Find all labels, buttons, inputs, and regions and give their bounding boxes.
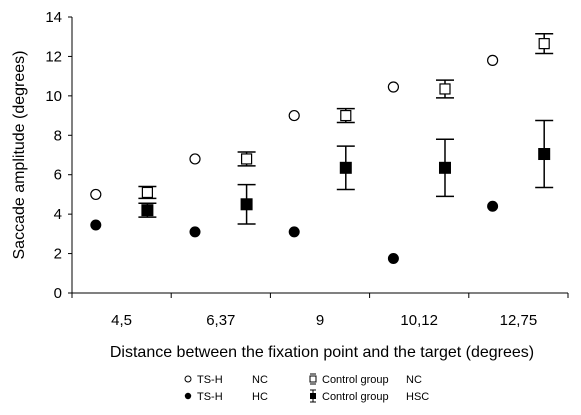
data-point	[288, 226, 300, 238]
legend-label: Control group	[322, 391, 389, 403]
data-point	[387, 81, 400, 93]
data-point	[340, 109, 352, 122]
data-point	[339, 161, 352, 174]
data-point	[487, 200, 499, 212]
x-tick-label: 6,37	[206, 312, 235, 329]
x-ticks: 4,5 6,37 9 10,12 12,75	[71, 293, 569, 329]
legend-label-group: HC	[252, 391, 268, 403]
data-point	[141, 204, 154, 217]
x-axis-title: Distance between the fixation point and …	[110, 344, 534, 361]
legend-marker	[184, 392, 192, 400]
y-tick-label: 12	[45, 48, 62, 65]
data-point	[439, 83, 451, 95]
legend-label-group: HSC	[406, 391, 429, 403]
data-point	[189, 153, 201, 165]
y-ticks: 0 2 4 6 8 10 12 14	[45, 9, 72, 302]
data-point	[438, 161, 451, 174]
data-point	[288, 109, 300, 122]
legend-marker	[310, 393, 316, 399]
data-point	[141, 186, 153, 199]
y-tick-label: 0	[54, 285, 62, 302]
legend: TS-H NC Control group NC TS-H HC Control group…	[184, 373, 429, 403]
x-tick-label: 9	[316, 312, 324, 329]
y-tick-label: 8	[54, 127, 62, 144]
chart-marks	[90, 33, 554, 264]
data-point	[240, 153, 253, 165]
data-point	[90, 188, 102, 201]
data-point	[538, 38, 550, 50]
data-point	[387, 253, 399, 264]
data-point	[189, 226, 201, 238]
legend-marker	[309, 375, 317, 383]
y-tick-label: 2	[54, 246, 62, 263]
legend-label: Control group	[322, 374, 389, 386]
legend-label-group: NC	[406, 374, 422, 386]
y-tick-label: 4	[54, 206, 62, 223]
y-axis-title: Saccade amplitude (degrees)	[11, 50, 28, 259]
legend-label: TS-H	[197, 391, 223, 403]
legend-marker	[184, 375, 192, 383]
y-tick-label: 14	[45, 9, 62, 26]
data-point	[90, 219, 102, 231]
x-tick-label: 10,12	[400, 312, 438, 329]
legend-label: TS-H	[197, 374, 223, 386]
y-tick-label: 10	[45, 88, 62, 105]
y-tick-label: 6	[54, 167, 62, 184]
x-tick-label: 4,5	[111, 312, 132, 329]
data-point	[538, 148, 551, 161]
x-tick-label: 12,75	[500, 312, 538, 329]
data-point	[240, 198, 253, 211]
data-point	[487, 54, 499, 66]
legend-label-group: NC	[252, 374, 268, 386]
